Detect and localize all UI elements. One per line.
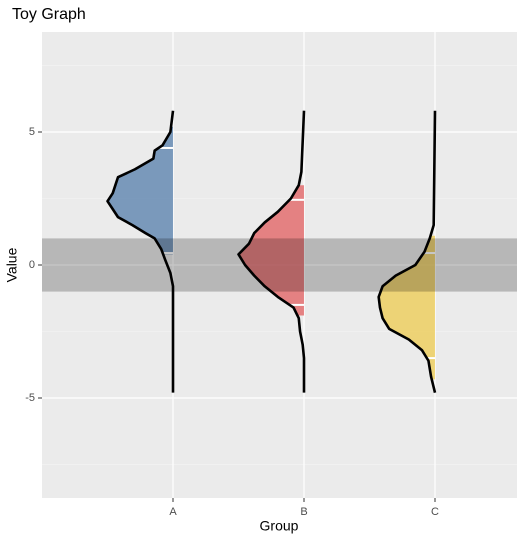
y-tick-label: -5 (25, 392, 35, 404)
y-tick-label: 0 (29, 259, 35, 271)
y-tick-label: 5 (29, 126, 35, 138)
violin-outline (237, 110, 306, 393)
x-tick-label: B (300, 506, 307, 518)
highlight-band (42, 238, 517, 292)
violin-fill (238, 185, 304, 316)
violin-fill (378, 235, 435, 380)
x-tick-label: A (169, 506, 177, 518)
chart-title: Toy Graph (12, 6, 86, 23)
y-axis-title: Value (4, 247, 20, 282)
violin-outline (377, 110, 437, 393)
x-axis-title: Group (260, 518, 299, 534)
violin-outline (106, 110, 175, 393)
violin-fill (107, 126, 173, 255)
x-tick-label: C (431, 506, 439, 518)
